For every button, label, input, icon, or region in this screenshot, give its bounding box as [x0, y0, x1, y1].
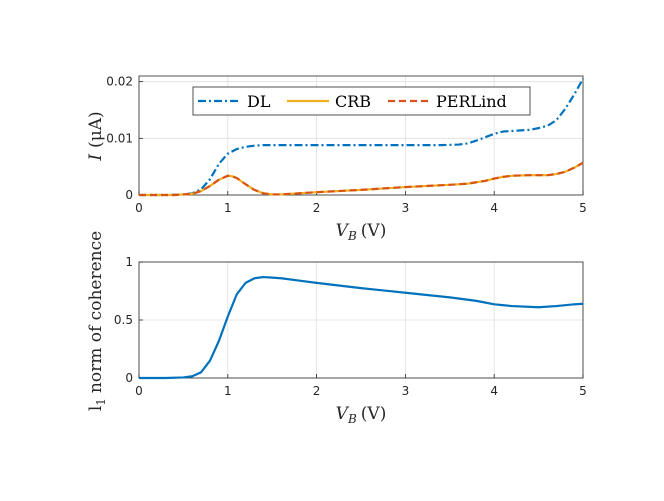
legend-label-dl: DL: [247, 92, 271, 111]
bottom-y-tick-label: 0.5: [114, 313, 133, 327]
bottom-x-tick-label: 0: [135, 384, 143, 398]
top-series: [139, 78, 584, 197]
top-axes-box: [138, 75, 584, 196]
bottom-y-tick-label: 1: [125, 255, 133, 269]
top-x-tick-label: 1: [224, 201, 232, 215]
top-y-ticks: 0 0.01 0.02: [106, 75, 143, 202]
top-y-tick-label: 0.01: [106, 131, 133, 145]
legend-item-dl: DL: [198, 92, 271, 111]
top-x-axis-label: VB (V): [336, 221, 387, 243]
top-x-tick-label: 4: [490, 201, 498, 215]
top-x-tick-label: 0: [135, 201, 143, 215]
top-x-tick-label: 3: [402, 201, 410, 215]
top-y-tick-label: 0: [125, 188, 133, 202]
bottom-y-ticks: 00.51: [114, 255, 143, 385]
bottom-y-tick-label: 0: [125, 371, 133, 385]
bottom-grid: [138, 261, 584, 379]
top-x-tick-label: 5: [579, 201, 587, 215]
legend-box: [192, 86, 531, 116]
coherence-series-line: [139, 275, 584, 380]
legend: DL CRB PERLind: [192, 86, 531, 116]
bottom-x-tick-label: 3: [402, 384, 410, 398]
top-x-tick-label: 2: [313, 201, 321, 215]
bottom-x-ticks: 0 1 2 3 4 5: [135, 374, 587, 398]
bottom-series: [139, 275, 584, 380]
top-y-axis-label: I(μA): [86, 111, 106, 161]
top-y-tick-label: 0.02: [106, 75, 133, 89]
legend-label-crb: CRB: [335, 92, 371, 111]
bottom-x-tick-label: 1: [224, 384, 232, 398]
series-line-perlind: [139, 161, 584, 197]
bottom-x-axis-label: VB (V): [336, 404, 387, 426]
bottom-x-tick-label: 4: [490, 384, 498, 398]
bottom-y-axis-label: l1norm of coherence: [86, 231, 108, 411]
legend-label-perlind: PERLind: [436, 92, 507, 111]
legend-item-crb: CRB: [287, 92, 371, 111]
top-plot: 0 1 2 3 4 5 0 0.01 0.02 VB (V) I(μA) DL CRB PERL…: [86, 75, 587, 243]
legend-item-perlind: PERLind: [388, 92, 507, 111]
series-line-dl: [139, 78, 584, 197]
bottom-x-tick-label: 2: [313, 384, 321, 398]
bottom-x-tick-label: 5: [579, 384, 587, 398]
